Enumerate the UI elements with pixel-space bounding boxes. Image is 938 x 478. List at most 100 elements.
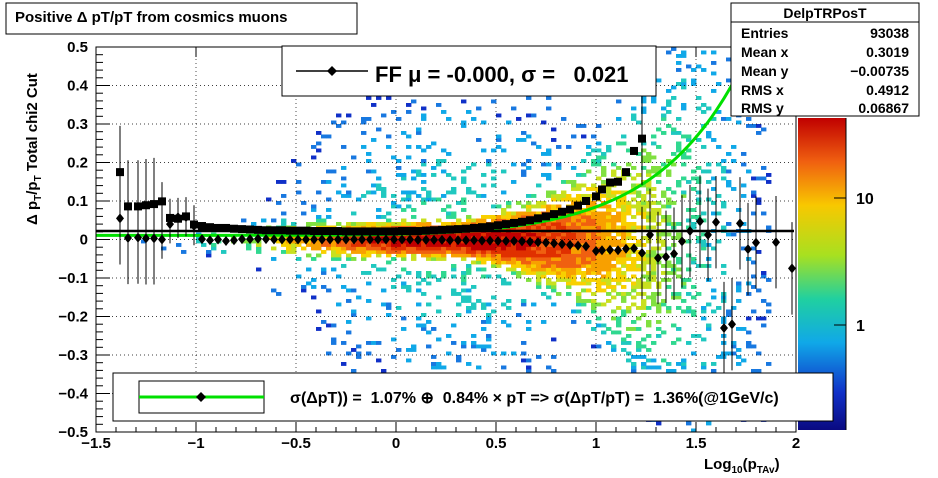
heatmap-cell <box>491 218 497 223</box>
heatmap-cell <box>526 204 532 209</box>
heatmap-cell <box>576 250 582 254</box>
heatmap-cell <box>656 302 662 307</box>
heatmap-cell <box>461 176 467 181</box>
diamond-marker <box>366 234 374 245</box>
diamond-marker <box>744 244 752 255</box>
diamond-marker <box>206 235 214 246</box>
heatmap-cell <box>456 246 462 251</box>
heatmap-cell <box>606 222 612 226</box>
heatmap-cell <box>491 236 497 240</box>
heatmap-cell <box>676 61 682 65</box>
heatmap-cell <box>606 292 612 296</box>
heatmap-cell <box>346 320 352 324</box>
heatmap-cell <box>586 218 592 223</box>
heatmap-cell <box>656 201 662 205</box>
heatmap-cell <box>486 320 492 324</box>
heatmap-cell <box>511 257 517 261</box>
heatmap-cell <box>501 246 507 251</box>
z-tick-label: 1 <box>856 318 865 335</box>
heatmap-cell <box>366 169 372 174</box>
heatmap-cell <box>511 271 517 275</box>
heatmap-cell <box>586 260 592 265</box>
heatmap-cell <box>676 257 682 261</box>
heatmap-cell <box>366 117 372 121</box>
heatmap-cell <box>716 306 722 310</box>
heatmap-cell <box>651 365 657 370</box>
heatmap-cell <box>491 246 497 251</box>
square-marker <box>350 227 358 236</box>
heatmap-cell <box>441 208 447 212</box>
heatmap-cell <box>656 281 662 286</box>
heatmap-cell <box>441 257 447 261</box>
heatmap-cell <box>556 166 562 170</box>
heatmap-cell <box>626 236 632 240</box>
heatmap-cell <box>271 246 277 251</box>
heatmap-cell <box>141 239 147 244</box>
heatmap-cell <box>526 113 532 118</box>
heatmap-cell <box>621 201 627 205</box>
heatmap-cell <box>706 257 712 261</box>
heatmap-cell <box>671 96 677 100</box>
heatmap-cell <box>576 208 582 212</box>
heatmap-cell <box>396 348 402 352</box>
heatmap-cell <box>581 215 587 219</box>
heatmap-cell <box>491 243 497 247</box>
heatmap-cell <box>636 253 642 258</box>
heatmap-cell <box>436 337 442 342</box>
heatmap-cell <box>506 253 512 258</box>
heatmap-cell <box>596 246 602 251</box>
diamond-marker <box>534 237 542 248</box>
diamond-marker <box>662 251 670 262</box>
heatmap-cell <box>556 292 562 296</box>
diamond-marker <box>712 217 720 228</box>
heatmap-cell <box>751 124 757 128</box>
heatmap-cell <box>481 232 487 237</box>
heatmap-cell <box>741 358 747 363</box>
heatmap-cell <box>316 218 322 223</box>
heatmap-cell <box>521 169 527 174</box>
heatmap-cell <box>491 99 497 104</box>
heatmap-cell <box>411 190 417 195</box>
heatmap-cell <box>596 267 602 272</box>
heatmap-cell <box>541 243 547 247</box>
square-marker <box>326 227 334 236</box>
z-tick-label: 10 <box>856 191 874 208</box>
heatmap-cell <box>486 337 492 342</box>
square-marker <box>238 225 246 234</box>
heatmap-cell <box>606 271 612 275</box>
heatmap-cell <box>601 281 607 286</box>
heatmap-cell <box>201 243 207 247</box>
heatmap-cell <box>581 232 587 237</box>
heatmap-cell <box>666 232 672 237</box>
heatmap-cell <box>601 194 607 198</box>
heatmap-cell <box>441 253 447 258</box>
heatmap-cell <box>481 320 487 324</box>
heatmap-cell <box>386 306 392 310</box>
heatmap-cell <box>736 208 742 212</box>
diamond-marker <box>238 234 246 245</box>
heatmap-cell <box>501 236 507 240</box>
heatmap-cell <box>616 292 622 296</box>
heatmap-cell <box>626 201 632 205</box>
heatmap-cell <box>381 288 387 293</box>
heatmap-cell <box>701 243 707 247</box>
heatmap-cell <box>576 295 582 300</box>
heatmap-cell <box>571 320 577 324</box>
color-scale-ticks: 1 10 <box>834 191 874 335</box>
heatmap-cell <box>641 211 647 216</box>
heatmap-cell <box>601 155 607 160</box>
diamond-marker <box>606 244 614 255</box>
heatmap-cell <box>491 169 497 174</box>
diamond-marker <box>614 245 622 256</box>
heatmap-cell <box>616 215 622 219</box>
heatmap-cell <box>646 320 652 324</box>
heatmap-cell <box>311 145 317 149</box>
heatmap-cell <box>726 313 732 317</box>
heatmap-cell <box>586 145 592 149</box>
heatmap-cell <box>436 232 442 237</box>
heatmap-cell <box>711 89 717 93</box>
heatmap-cell <box>666 204 672 209</box>
heatmap-cell <box>641 365 647 370</box>
heatmap-cell <box>566 197 572 202</box>
heatmap-cell <box>531 246 537 251</box>
